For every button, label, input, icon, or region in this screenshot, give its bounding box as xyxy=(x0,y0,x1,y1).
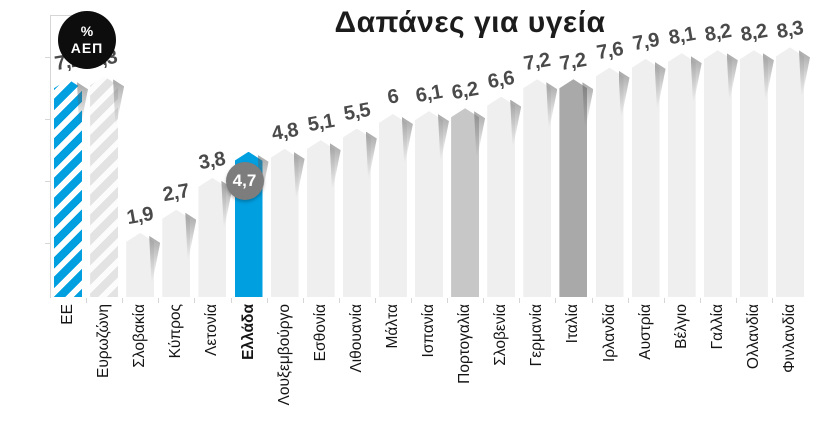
bar-Γερμανία xyxy=(523,79,558,297)
x-axis-tick xyxy=(158,298,160,303)
x-axis-tick xyxy=(555,298,557,303)
bar-Ολλανδία xyxy=(739,50,774,297)
x-axis-tick xyxy=(302,298,304,303)
bar-body xyxy=(739,50,768,297)
x-axis-tick xyxy=(86,298,88,303)
category-label-Κύπρος: Κύπρος xyxy=(167,304,185,359)
bar-body xyxy=(306,140,335,297)
category-label-Σλοβενία: Σλοβενία xyxy=(492,304,510,366)
category-label-Ελλάδα: Ελλάδα xyxy=(239,304,257,360)
category-label-Λετονία: Λετονία xyxy=(203,304,221,356)
category-label-Ιρλανδία: Ιρλανδία xyxy=(600,304,618,363)
y-axis-tick xyxy=(45,181,50,182)
bar-body xyxy=(270,148,299,297)
category-label-Μάλτα: Μάλτα xyxy=(383,304,401,349)
bar-body xyxy=(667,53,696,297)
x-axis-tick xyxy=(230,298,232,303)
bar-Γαλλία xyxy=(703,50,738,297)
bar-body xyxy=(378,114,407,297)
bar-Πορτογαλία xyxy=(451,108,486,297)
gdp-label: ΑΕΠ xyxy=(70,40,104,56)
bar-Λιθουανία xyxy=(342,128,377,297)
bar-Βέλγιο xyxy=(667,53,702,297)
category-label-Φινλανδία: Φινλανδία xyxy=(781,304,798,373)
bar-Μάλτα xyxy=(378,114,413,297)
bar-Ιταλία xyxy=(559,79,594,297)
bar-Σλοβακία xyxy=(126,232,161,297)
bar-body xyxy=(126,232,155,297)
x-axis-tick xyxy=(663,298,665,303)
chart-title: Δαπάνες για υγεία xyxy=(334,6,606,39)
bar-Κύπρος xyxy=(162,209,197,297)
x-axis-tick xyxy=(483,298,485,303)
bar-body xyxy=(451,108,480,297)
bar-body xyxy=(559,79,588,297)
category-label-Σλοβακία: Σλοβακία xyxy=(131,304,149,368)
value-label-Κύπρος: 2,7 xyxy=(161,179,192,206)
bar-Ιρλανδία xyxy=(595,67,630,297)
bar-Ευρωζώνη xyxy=(90,76,125,297)
category-label-Γερμανία: Γερμανία xyxy=(528,304,546,367)
category-label-Λιθουανία: Λιθουανία xyxy=(347,304,365,373)
x-axis-tick xyxy=(122,298,124,303)
x-axis-tick xyxy=(772,298,773,303)
bar-body xyxy=(90,76,119,297)
y-axis-top-tick xyxy=(50,15,77,16)
bar-body xyxy=(523,79,552,297)
bar-body xyxy=(487,96,516,297)
bar-body xyxy=(703,50,732,297)
x-axis-tick xyxy=(411,298,412,303)
category-label-ΕΕ: ΕΕ xyxy=(59,304,76,325)
y-axis-tick xyxy=(45,243,50,244)
bar-body xyxy=(631,58,660,297)
bar-Φινλανδία xyxy=(776,47,810,297)
category-label-Αυστρία: Αυστρία xyxy=(636,304,654,360)
category-label-Ευρωζώνη: Ευρωζώνη xyxy=(95,304,113,379)
x-axis-tick xyxy=(519,298,521,303)
bar-Λουξεμβούργο xyxy=(270,148,305,297)
x-axis-tick xyxy=(194,298,196,303)
y-axis-tick xyxy=(45,57,50,58)
x-axis-tick xyxy=(699,298,701,303)
bar-Εσθονία xyxy=(306,140,341,297)
bar-body xyxy=(776,47,804,297)
percent-sign: % xyxy=(80,23,94,40)
bar-body xyxy=(342,128,371,297)
bar-body xyxy=(198,177,227,297)
x-axis-tick xyxy=(591,298,593,303)
x-axis-tick xyxy=(735,298,737,303)
bar-Λετονία xyxy=(198,177,233,297)
category-label-Εσθονία: Εσθονία xyxy=(311,304,329,362)
bar-Σλοβενία xyxy=(487,96,522,297)
bar-body xyxy=(162,209,191,297)
category-label-Ιταλία: Ιταλία xyxy=(564,304,582,344)
x-axis-tick xyxy=(374,298,376,303)
x-axis-tick xyxy=(338,298,340,303)
y-axis-tick xyxy=(45,119,50,120)
x-axis-tick xyxy=(627,298,629,303)
category-label-Λουξεμβούργο: Λουξεμβούργο xyxy=(275,304,293,406)
category-label-Ολλανδία: Ολλανδία xyxy=(744,304,762,370)
bar-Ισπανία xyxy=(415,111,449,297)
y-axis-line xyxy=(50,15,51,298)
bar-body xyxy=(54,79,82,297)
x-axis-tick xyxy=(447,298,449,303)
category-label-Γαλλία: Γαλλία xyxy=(708,304,726,350)
bar-body xyxy=(595,67,624,297)
bar-ΕΕ xyxy=(54,79,88,297)
category-label-Βέλγιο: Βέλγιο xyxy=(672,304,690,349)
bar-Αυστρία xyxy=(631,58,666,297)
percent-gdp-badge: % ΑΕΠ xyxy=(58,11,116,69)
bar-body xyxy=(415,111,443,297)
category-label-Ισπανία: Ισπανία xyxy=(420,304,437,358)
x-axis-tick xyxy=(266,298,268,303)
greece-value-callout: 4,7 xyxy=(225,161,264,200)
category-label-Πορτογαλία: Πορτογαλία xyxy=(456,304,474,384)
